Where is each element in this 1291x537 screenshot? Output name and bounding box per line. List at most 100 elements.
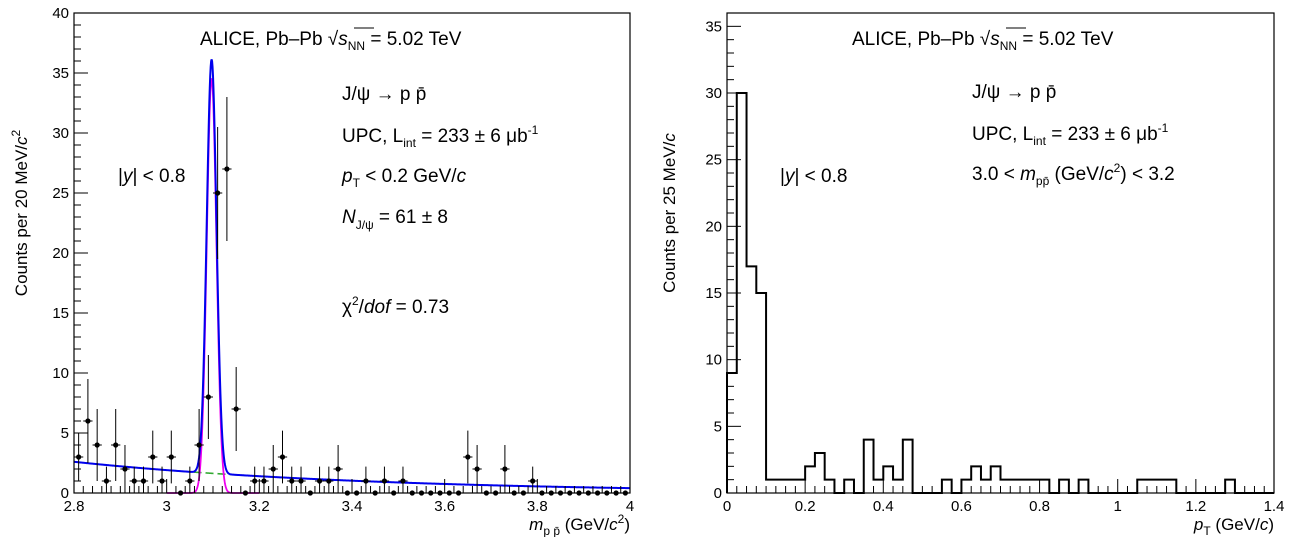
data-point [92,409,102,481]
histogram-bin [1059,480,1069,493]
data-point [314,466,325,493]
histogram-bin [1020,480,1030,493]
data-point [398,466,408,493]
data-point-marker [196,442,202,448]
data-point [101,466,112,493]
y-tick-label: 20 [705,218,722,235]
data-point [120,445,130,493]
y-tick-label: 35 [52,65,69,82]
data-point [277,430,288,484]
data-point [500,445,510,493]
y-tick-label: 10 [705,352,722,369]
data-point-marker [530,478,536,484]
mass-x-axis-label: mp p̄ (GeV/c2) [529,512,630,537]
y-tick-label: 25 [52,185,69,202]
mass-annotation-chi2: χ2/dof = 0.73 [342,294,449,318]
data-point-marker [224,166,230,172]
data-point [213,127,223,259]
mass-annotation-title: ALICE, Pb–Pb √sNN = 5.02 TeV [200,29,462,53]
data-point [222,97,232,241]
histogram-bin [1001,480,1011,493]
data-point-marker [298,478,304,484]
data-point [296,466,306,493]
data-point-marker [465,454,471,460]
x-tick-label: 3.4 [342,498,363,515]
data-point-marker [168,454,174,460]
histogram-bin [893,480,903,493]
histogram-bin [1040,480,1050,493]
x-tick-label: 3 [162,498,170,515]
mass-annotation-pt-cut: pT < 0.2 GeV/c [341,166,467,190]
pt-annotation-title: ALICE, Pb–Pb √sNN = 5.02 TeV [852,29,1114,53]
data-point [203,355,213,439]
data-point [250,466,260,493]
data-point [231,367,241,451]
data-point-marker [85,418,91,424]
pt-distribution-panel: 0 5 10 15 20 25 30 35 0 0.2 0.4 0.6 0.8 1 1.2 1.4 ALICE… [660,12,1284,537]
histogram-bin [1225,480,1235,493]
histogram-bin [805,466,815,493]
data-point-marker [335,466,341,472]
data-point [463,430,473,484]
histogram-bin [1147,480,1157,493]
pt-annotation-rapidity: |y| < 0.8 [780,166,847,187]
data-point-marker [289,478,295,484]
mass-annotation-decay: J/ψ → p p̄ [342,84,426,105]
pt-annotation-luminosity: UPC, Lint = 233 ± 6 μb-1 [972,121,1169,148]
data-point-marker [215,190,221,196]
data-point-marker [252,478,258,484]
histogram-bin [795,480,805,493]
y-tick-label: 5 [714,418,722,435]
data-point-marker [326,478,332,484]
y-tick-label: 0 [714,485,722,502]
data-point-marker [205,394,211,400]
data-point [129,466,139,493]
data-point [166,430,176,484]
histogram-bin [747,266,757,493]
data-point-marker [316,478,323,484]
data-point [268,445,278,493]
pt-annotation-decay: J/ψ → p p̄ [972,82,1056,103]
y-tick-label: 25 [705,152,722,169]
mass-annotation-rapidity: |y| < 0.8 [118,166,185,187]
invariant-mass-panel: 0 5 10 15 20 25 30 35 40 2.8 3 3.2 3.4 3.6 3.8 4 ALICE,… [9,5,634,537]
mass-annotation-yield: NJ/ψ = 61 ± 8 [342,207,448,232]
pt-plot-area [726,92,1274,494]
histogram-bin [1167,480,1177,493]
data-point [528,466,538,493]
data-point-marker [233,406,239,412]
pt-histogram-line [726,92,1274,494]
y-tick-label: 20 [52,245,69,262]
x-tick-label: 0 [723,498,731,515]
mass-y-axis-label: Counts per 20 MeV/c2 [9,129,31,296]
x-tick-label: 3.6 [434,498,455,515]
data-point [472,445,482,493]
data-point [259,466,269,493]
data-point [148,430,158,484]
data-point-marker [131,478,137,484]
data-point [194,409,204,481]
data-point-marker [150,454,156,460]
data-point [287,466,297,493]
data-point-marker [270,466,276,472]
pt-y-axis-label: Counts per 25 MeV/c [660,133,679,293]
data-point-marker [113,442,119,448]
signal-fit-curve [166,77,260,494]
y-tick-label: 40 [52,5,69,22]
histogram-bin [903,440,913,493]
histogram-bin [825,480,835,493]
x-tick-label: 1.2 [1185,498,1206,515]
histogram-bin [991,466,1001,493]
total-fit-curve [73,59,630,490]
x-tick-label: 3.8 [527,498,548,515]
histogram-bin [874,480,884,493]
data-point [157,466,167,493]
data-point-marker [502,466,508,472]
histogram-bin [864,440,874,493]
mass-annotation-luminosity: UPC, Lint = 233 ± 6 μb-1 [342,123,539,150]
histogram-bin [1030,480,1040,493]
x-tick-label: 0.4 [873,498,894,515]
data-point-marker [363,478,369,484]
y-tick-label: 15 [52,305,69,322]
data-point [111,409,121,481]
